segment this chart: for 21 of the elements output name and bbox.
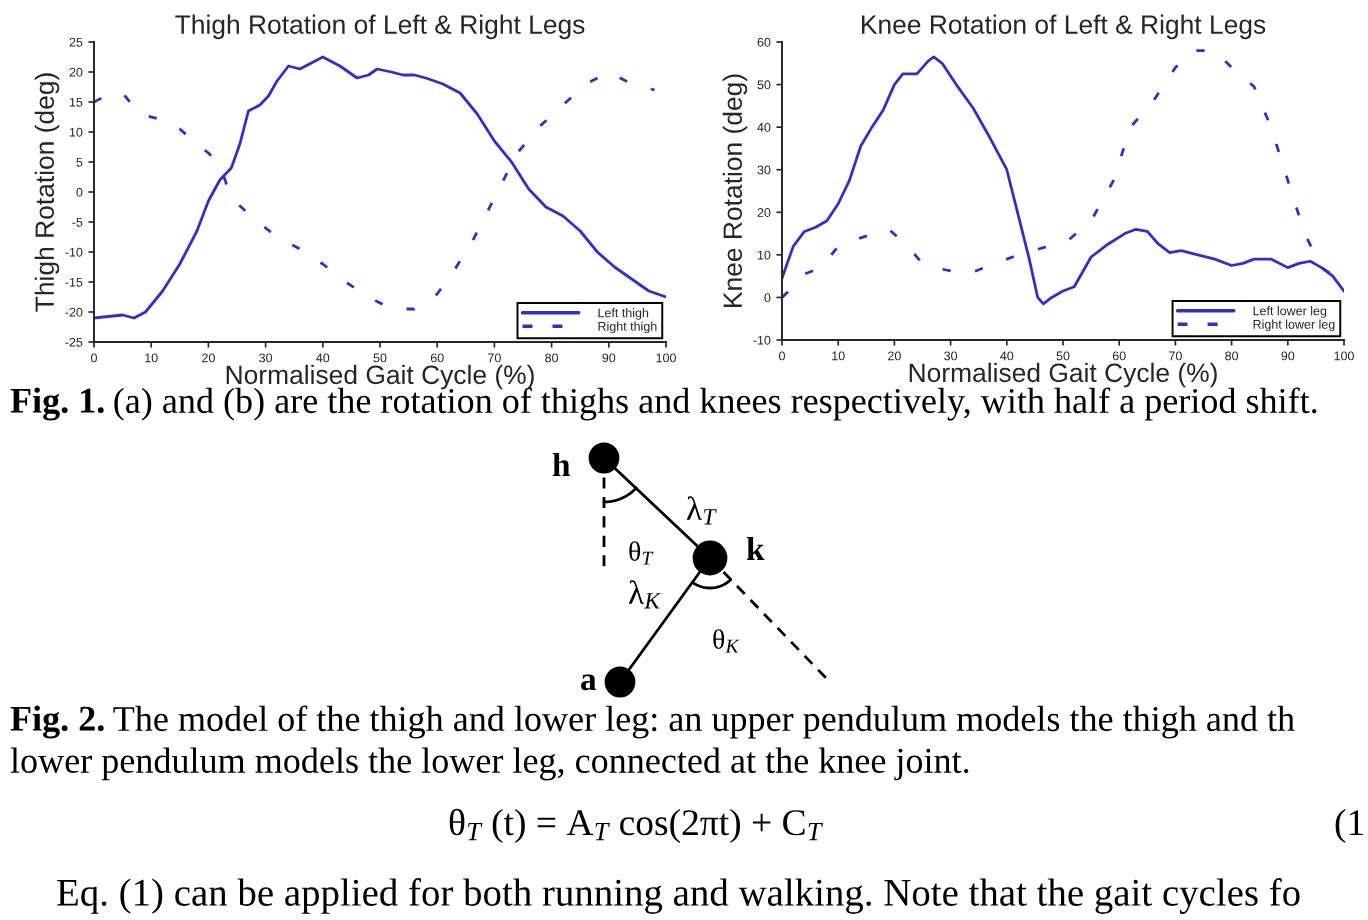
- text: (1: [1335, 809, 1363, 843]
- chart-title: Knee Rotation of Left & Right Legs: [862, 14, 1266, 40]
- text: lower pendulum models the lower leg, connected at the knee joint.: [10, 747, 969, 781]
- text: λ$_{K}$: [628, 580, 661, 609]
- y-axis-title: Knee Rotation (deg): [722, 74, 748, 307]
- text: (a) and (b) are the rotation of thighs and knees respectively, with half a period shift.: [114, 387, 1317, 421]
- text: θ$_{K}$: [713, 629, 740, 653]
- x-axis-title: Normalised Gait Cycle (%): [226, 364, 534, 390]
- text: λ$_{T}$: [686, 496, 717, 525]
- chart-title: Thigh Rotation of Left & Right Legs: [175, 14, 585, 40]
- caption: Fig. 1.: [10, 387, 104, 421]
- text: The model of the thigh and lower leg: an upper pendulum models the thigh and th: [113, 705, 1295, 739]
- text: θ$_{T}$: [629, 541, 654, 565]
- text: k: [746, 536, 765, 561]
- caption: Fig. 2.: [10, 705, 104, 739]
- x-axis-title: Normalised Gait Cycle (%): [909, 362, 1217, 388]
- text: θ$_{T}$ (t) = A$_{T}$ cos(2πt) + C$_{T}$: [449, 808, 824, 843]
- text: a: [581, 674, 597, 691]
- text: Eq. (1) can be applied for both running and walking. Note that the gait cycles fo: [57, 878, 1300, 914]
- y-axis-title: Thigh Rotation (deg): [34, 73, 60, 312]
- text: h: [552, 452, 571, 477]
